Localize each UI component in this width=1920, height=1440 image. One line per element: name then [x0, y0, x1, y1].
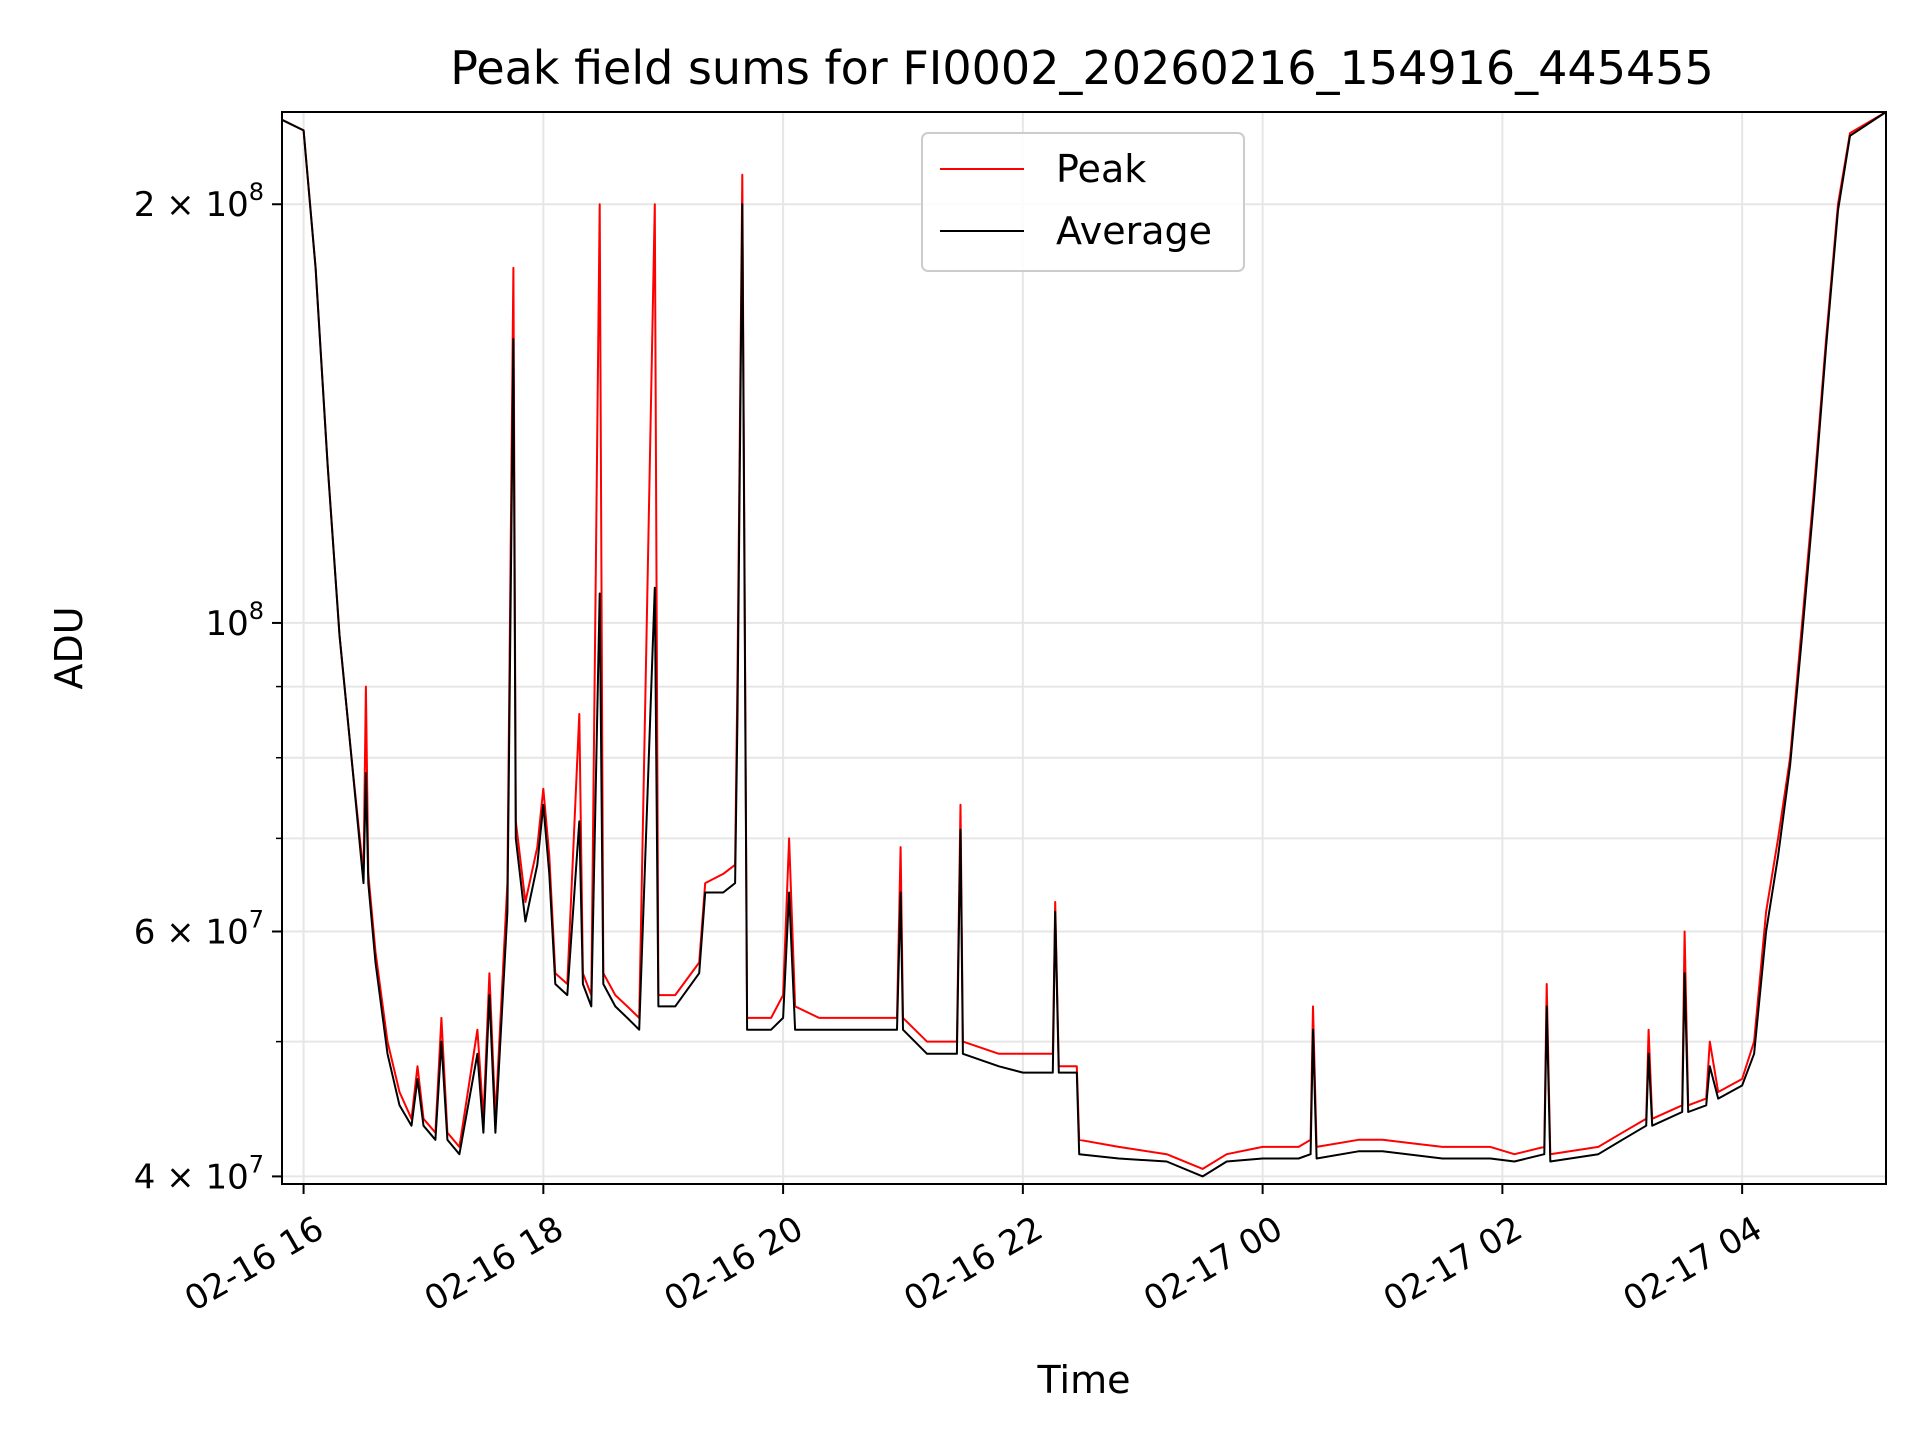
y-tick-label: 4 × 107 — [134, 1150, 264, 1197]
y-axis-label: ADU — [47, 606, 91, 689]
y-tick-label: 2 × 108 — [134, 178, 264, 225]
y-tick-label: 6 × 107 — [134, 905, 264, 952]
legend: Peak Average — [921, 132, 1245, 272]
x-axis-label: Time — [1037, 1358, 1131, 1402]
plot-area — [281, 111, 1887, 1178]
legend-peak-label: Peak — [1056, 147, 1146, 191]
series-line-average — [281, 111, 1887, 1178]
axes-frame — [281, 111, 1887, 1185]
legend-average-label: Average — [1056, 209, 1212, 253]
chart-title: Peak field sums for FI0002_20260216_1549… — [450, 41, 1714, 95]
y-tick-label: 108 — [205, 597, 264, 644]
legend-box — [921, 132, 1245, 272]
